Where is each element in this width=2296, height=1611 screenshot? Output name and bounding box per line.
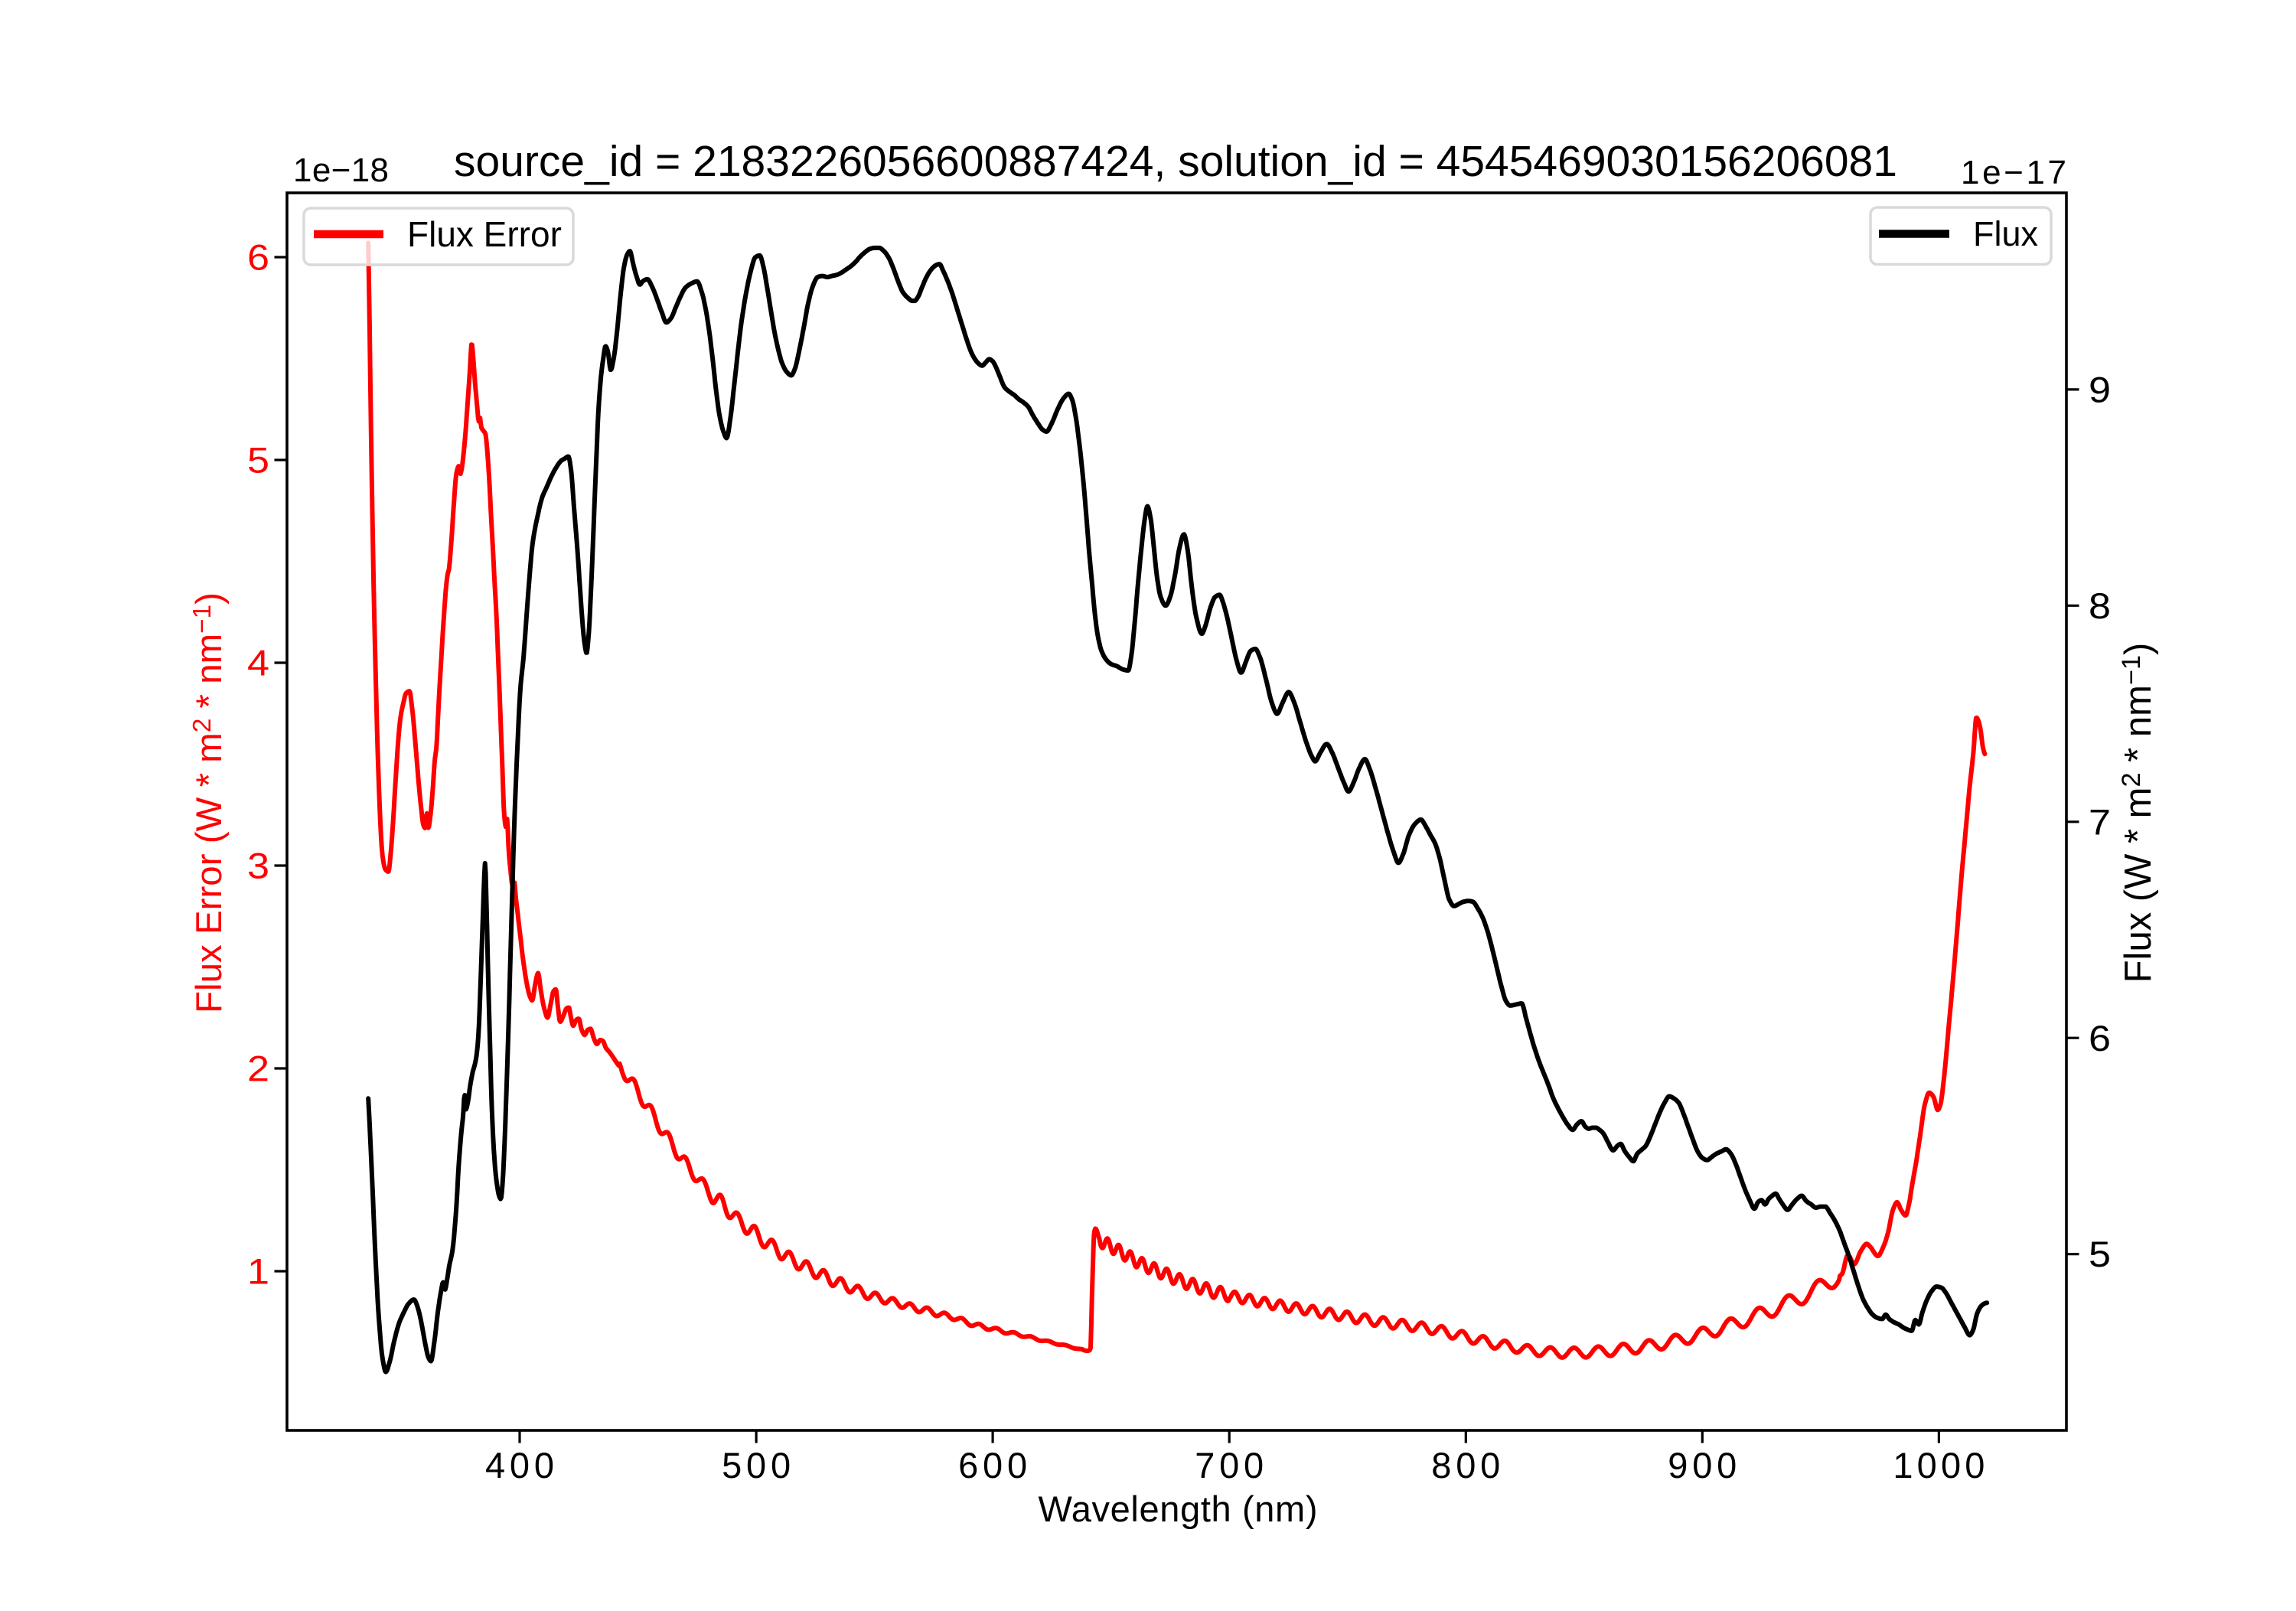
svg-text:600: 600 <box>958 1445 1027 1485</box>
svg-text:source_id = 218322605660088742: source_id = 2183226056600887424, solutio… <box>454 137 1897 186</box>
svg-text:5: 5 <box>2089 1234 2111 1274</box>
svg-text:800: 800 <box>1431 1445 1500 1485</box>
svg-text:6: 6 <box>247 237 269 278</box>
svg-text:Wavelength (nm): Wavelength (nm) <box>1039 1489 1318 1529</box>
svg-text:1e−17: 1e−17 <box>1961 154 2066 191</box>
svg-text:4: 4 <box>247 643 269 683</box>
svg-text:9: 9 <box>2089 369 2111 409</box>
svg-text:5: 5 <box>247 440 269 481</box>
svg-text:3: 3 <box>247 846 269 886</box>
svg-text:1e−18: 1e−18 <box>293 152 389 189</box>
svg-text:500: 500 <box>722 1445 791 1485</box>
svg-text:Flux: Flux <box>1973 214 2039 253</box>
svg-text:8: 8 <box>2089 585 2111 626</box>
svg-text:1: 1 <box>247 1251 269 1292</box>
svg-text:900: 900 <box>1668 1445 1737 1485</box>
svg-text:400: 400 <box>485 1445 554 1485</box>
svg-text:2: 2 <box>247 1048 269 1089</box>
svg-text:700: 700 <box>1195 1445 1264 1485</box>
svg-text:Flux Error: Flux Error <box>407 214 562 254</box>
svg-text:7: 7 <box>2089 801 2111 842</box>
svg-text:6: 6 <box>2089 1018 2111 1058</box>
svg-text:Flux (W * m2 * nm−1): Flux (W * m2 * nm−1) <box>2117 643 2159 983</box>
svg-text:Flux Error (W * m2 * nm−1): Flux Error (W * m2 * nm−1) <box>188 592 230 1013</box>
